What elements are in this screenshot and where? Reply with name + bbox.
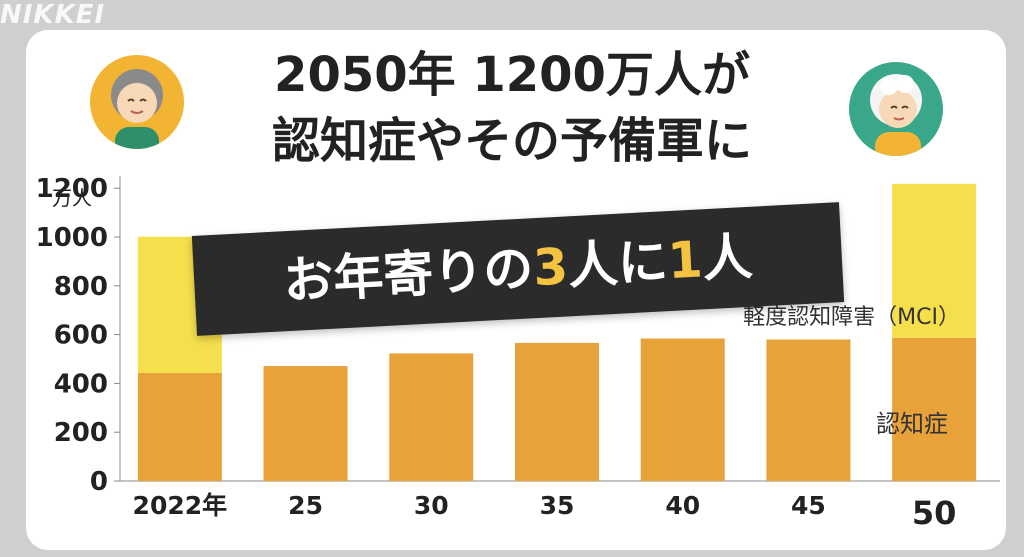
bar-segment: [892, 183, 977, 338]
y-tick-label: 1000: [36, 223, 108, 253]
elderly-woman-avatar-icon: [90, 55, 184, 149]
x-tick-label: 45: [791, 491, 826, 520]
x-tick-label: 40: [665, 491, 700, 520]
banner-text-part2: 人に: [566, 232, 670, 296]
x-tick-label: 50: [912, 494, 957, 532]
chart-title-line2: 認知症やその予備軍に: [271, 113, 752, 169]
bar-segment: [389, 353, 474, 481]
series-label-dementia: 認知症: [876, 410, 948, 438]
banner-text-part3: 人: [701, 227, 754, 289]
bar-segment: [640, 338, 725, 481]
x-tick-label: 35: [540, 491, 575, 520]
x-tick-label: 2022年: [133, 491, 228, 520]
elderly-woman-avatar-icon: [849, 62, 943, 156]
y-tick-label: 400: [54, 369, 108, 399]
y-tick-label: 600: [54, 321, 108, 351]
bar-segment: [766, 339, 851, 481]
series-label-mci: 軽度認知障害（MCI）: [743, 305, 960, 330]
x-tick-label: 25: [288, 491, 323, 520]
bar-segment: [137, 372, 222, 481]
y-tick-label: 1200: [36, 174, 108, 204]
y-tick-label: 0: [90, 467, 108, 497]
bar-segment: [263, 366, 348, 481]
x-tick-label: 30: [414, 491, 449, 520]
chart-title-line1: 2050年 1200万人が: [274, 47, 750, 103]
bar-segment: [515, 342, 599, 481]
bar-segment: [892, 337, 977, 481]
banner-text-part1: お年寄りの: [282, 239, 535, 311]
y-tick-label: 200: [54, 418, 108, 448]
nikkei-logo: NIKKEI: [0, 0, 106, 30]
y-axis-label: 万人: [52, 186, 92, 210]
banner-number-1: 1: [666, 230, 705, 291]
banner-number-3: 3: [531, 237, 570, 298]
y-tick-label: 800: [54, 272, 108, 302]
